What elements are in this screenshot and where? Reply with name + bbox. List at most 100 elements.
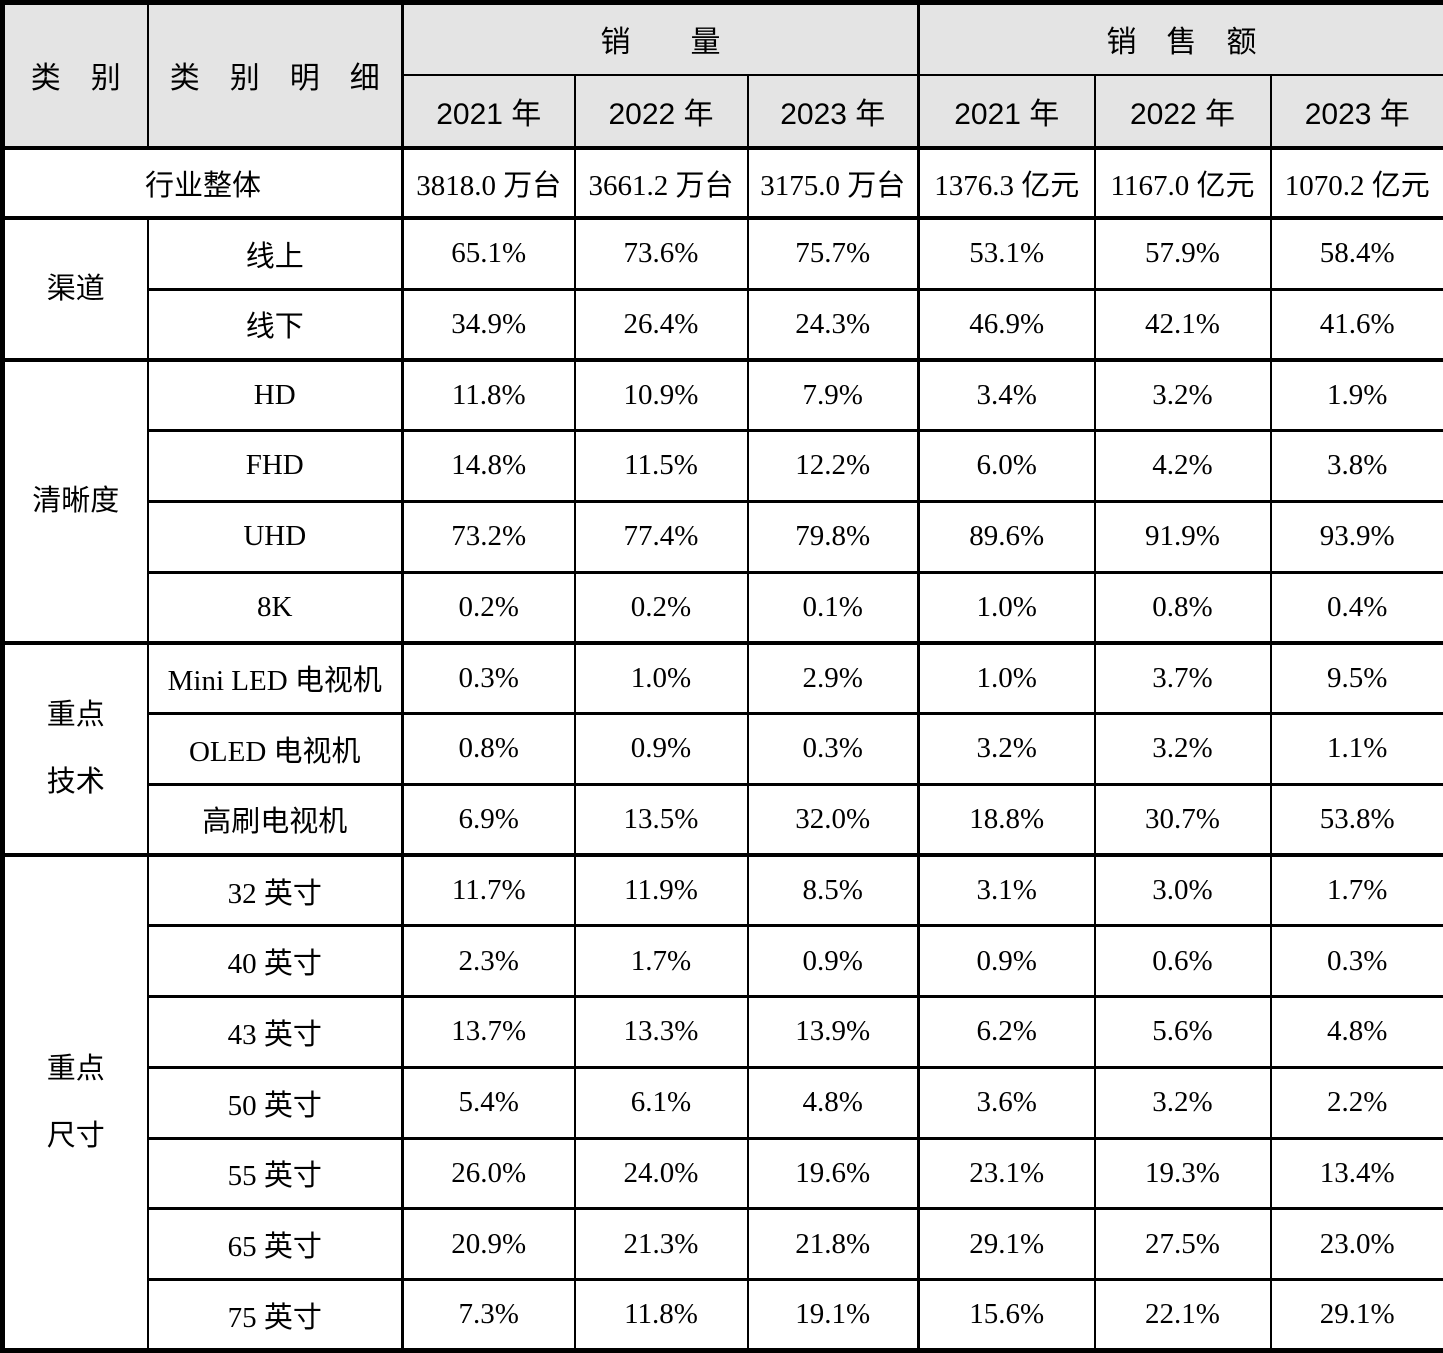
- value-cell: 8.5%: [746, 853, 920, 928]
- table-row-offline: 线下 34.9% 26.4% 24.3% 46.9% 42.1% 41.6%: [3, 287, 1443, 362]
- value-cell: 15.6%: [917, 1278, 1096, 1352]
- value-cell: 0.3%: [401, 640, 576, 715]
- value-cell: 65.1%: [401, 216, 576, 291]
- row-label: 8K: [146, 570, 404, 645]
- value-cell: 19.6%: [746, 1136, 920, 1211]
- value-cell: 73.6%: [573, 216, 749, 291]
- value-cell: 93.9%: [1269, 499, 1443, 574]
- value-cell: 91.9%: [1093, 499, 1272, 574]
- value-cell: 5.6%: [1093, 995, 1272, 1069]
- value-cell: 73.2%: [401, 499, 576, 574]
- value-cell: 26.0%: [401, 1136, 576, 1211]
- table-row-8k: 8K 0.2% 0.2% 0.1% 1.0% 0.8% 0.4%: [3, 570, 1443, 645]
- overall-label: 行业整体: [1, 146, 404, 220]
- row-label: OLED 电视机: [146, 712, 404, 786]
- value-cell: 23.0%: [1269, 1207, 1443, 1281]
- value-cell: 34.9%: [401, 287, 576, 362]
- value-cell: 23.1%: [917, 1136, 1096, 1211]
- value-cell: 3818.0 万台: [401, 146, 576, 220]
- header-volume-year-2021: 2021 年: [401, 73, 576, 150]
- value-cell: 1.7%: [573, 924, 749, 998]
- row-label: Mini LED 电视机: [146, 640, 404, 715]
- value-cell: 57.9%: [1093, 216, 1272, 291]
- value-cell: 19.3%: [1093, 1136, 1272, 1211]
- value-cell: 53.1%: [917, 216, 1096, 291]
- value-cell: 20.9%: [401, 1207, 576, 1281]
- value-cell: 1070.2 亿元: [1269, 146, 1443, 220]
- value-cell: 1.9%: [1269, 357, 1443, 432]
- value-cell: 1.0%: [573, 640, 749, 715]
- table-row-40in: 40 英寸 2.3% 1.7% 0.9% 0.9% 0.6% 0.3%: [3, 924, 1443, 998]
- value-cell: 21.3%: [573, 1207, 749, 1281]
- group-category-channel: 渠道: [1, 216, 149, 362]
- table-row-hd: 清晰度 HD 11.8% 10.9% 7.9% 3.4% 3.2% 1.9%: [1, 357, 1443, 645]
- value-cell: 3661.2 万台: [573, 146, 749, 220]
- value-cell: 3.2%: [1093, 1065, 1272, 1140]
- value-cell: 11.8%: [573, 1278, 749, 1352]
- value-cell: 0.1%: [746, 570, 920, 645]
- value-cell: 1.0%: [917, 640, 1096, 715]
- value-cell: 3.4%: [917, 357, 1096, 432]
- value-cell: 22.1%: [1093, 1278, 1272, 1352]
- value-cell: 27.5%: [1093, 1207, 1272, 1281]
- value-cell: 4.2%: [1093, 429, 1272, 503]
- value-cell: 11.7%: [401, 853, 576, 928]
- value-cell: 1.1%: [1269, 712, 1443, 786]
- value-cell: 10.9%: [573, 357, 749, 432]
- value-cell: 53.8%: [1269, 782, 1443, 857]
- row-label: HD: [146, 357, 404, 432]
- row-label: 40 英寸: [146, 924, 404, 998]
- row-label: 55 英寸: [146, 1136, 404, 1211]
- header-revenue-year-2023: 2023 年: [1269, 73, 1443, 150]
- value-cell: 3175.0 万台: [746, 146, 920, 220]
- value-cell: 3.8%: [1269, 429, 1443, 503]
- value-cell: 29.1%: [1269, 1278, 1443, 1352]
- value-cell: 19.1%: [746, 1278, 920, 1352]
- value-cell: 77.4%: [573, 499, 749, 574]
- value-cell: 2.2%: [1269, 1065, 1443, 1140]
- value-cell: 32.0%: [746, 782, 920, 857]
- value-cell: 0.6%: [1093, 924, 1272, 998]
- row-label: FHD: [146, 429, 404, 503]
- value-cell: 11.8%: [401, 357, 576, 432]
- row-label: 65 英寸: [146, 1207, 404, 1281]
- value-cell: 3.2%: [917, 712, 1096, 786]
- value-cell: 42.1%: [1093, 287, 1272, 362]
- value-cell: 0.2%: [573, 570, 749, 645]
- table-header: 类 别 类 别 明 细 销 量 销 售 额 2021 年 2022 年 2023…: [1, 1, 1443, 150]
- value-cell: 89.6%: [917, 499, 1096, 574]
- value-cell: 46.9%: [917, 287, 1096, 362]
- value-cell: 0.3%: [746, 712, 920, 786]
- table-row-high-refresh: 高刷电视机 6.9% 13.5% 32.0% 18.8% 30.7% 53.8%: [3, 782, 1443, 857]
- value-cell: 13.5%: [573, 782, 749, 857]
- value-cell: 0.9%: [746, 924, 920, 998]
- value-cell: 18.8%: [917, 782, 1096, 857]
- value-cell: 3.2%: [1093, 712, 1272, 786]
- table-row-50in: 50 英寸 5.4% 6.1% 4.8% 3.6% 3.2% 2.2%: [3, 1065, 1443, 1140]
- table-row-online: 渠道 线上 65.1% 73.6% 75.7% 53.1% 57.9% 58.4…: [1, 216, 1443, 362]
- value-cell: 2.9%: [746, 640, 920, 715]
- value-cell: 1167.0 亿元: [1093, 146, 1272, 220]
- table-row-fhd: FHD 14.8% 11.5% 12.2% 6.0% 4.2% 3.8%: [3, 429, 1443, 503]
- value-cell: 11.9%: [573, 853, 749, 928]
- group-category-key-technology: 重点 技术: [1, 640, 149, 857]
- value-cell: 41.6%: [1269, 287, 1443, 362]
- value-cell: 0.9%: [573, 712, 749, 786]
- header-revenue-year-2021: 2021 年: [917, 73, 1096, 150]
- row-label: 32 英寸: [146, 853, 404, 928]
- value-cell: 7.3%: [401, 1278, 576, 1352]
- header-sales-revenue-group: 销 售 额: [916, 1, 1443, 76]
- value-cell: 26.4%: [573, 287, 749, 362]
- value-cell: 6.9%: [401, 782, 576, 857]
- table-row-oled: OLED 电视机 0.8% 0.9% 0.3% 3.2% 3.2% 1.1%: [3, 712, 1443, 786]
- header-category-detail: 类 别 明 细: [146, 1, 404, 150]
- value-cell: 21.8%: [746, 1207, 920, 1281]
- value-cell: 3.7%: [1093, 640, 1272, 715]
- value-cell: 4.8%: [1269, 995, 1443, 1069]
- group-category-key-sizes: 重点 尺寸: [1, 853, 149, 1352]
- group-category-resolution: 清晰度: [1, 357, 149, 645]
- value-cell: 3.2%: [1093, 357, 1272, 432]
- table-row-miniled: 重点 技术 Mini LED 电视机 0.3% 1.0% 2.9% 1.0% 3…: [1, 640, 1443, 857]
- value-cell: 0.9%: [917, 924, 1096, 998]
